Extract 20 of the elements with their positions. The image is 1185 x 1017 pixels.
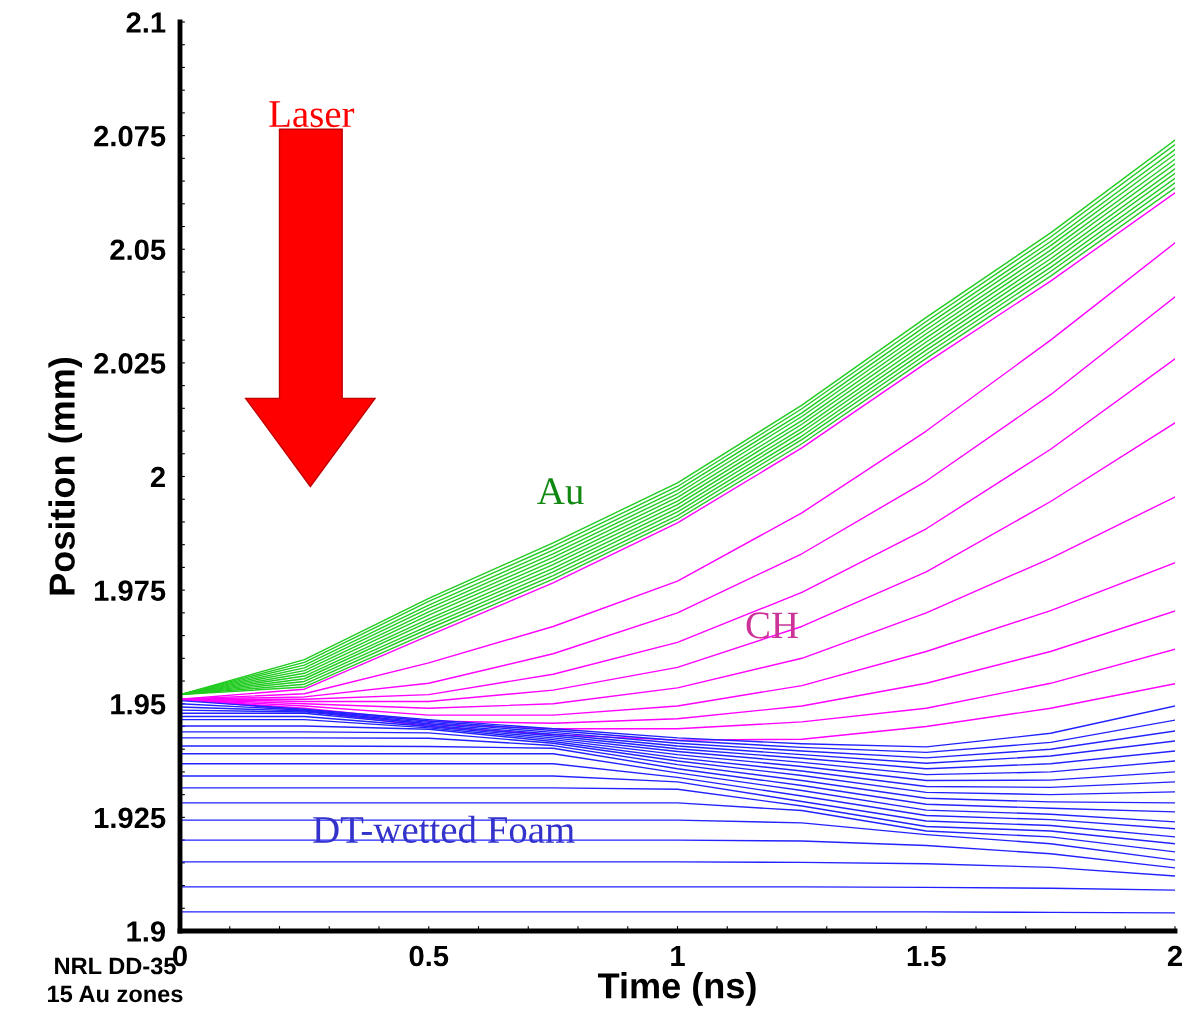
- annotation: Au: [537, 478, 584, 505]
- annotation: DT-wetted Foam: [313, 815, 575, 844]
- text: 15 Au zones: [48, 985, 183, 1003]
- y-tick-label: 2.05: [110, 239, 166, 261]
- y-tick-label: 1.9: [127, 921, 166, 942]
- y-tick-label: 1.975: [94, 580, 166, 601]
- annotation: CH: [746, 612, 798, 639]
- y-axis-title: Position (mm): [48, 357, 83, 595]
- x-tick-label: 1.5: [907, 945, 946, 967]
- y-tick-label: 1.925: [94, 807, 166, 829]
- x-tick-label: 2: [1167, 945, 1182, 967]
- x-axis-title: Time (ns): [597, 972, 756, 1006]
- y-tick-label: 2.075: [94, 125, 166, 147]
- annotation: Laser: [269, 101, 355, 128]
- y-tick-label: 2.1: [126, 12, 166, 33]
- y-tick-label: 2: [150, 466, 165, 488]
- y-tick-label: 2.025: [94, 353, 166, 374]
- x-tick-label: 1: [671, 945, 685, 967]
- x-tick-label: 0.5: [409, 945, 449, 967]
- y-tick-label: 1.95: [111, 693, 166, 715]
